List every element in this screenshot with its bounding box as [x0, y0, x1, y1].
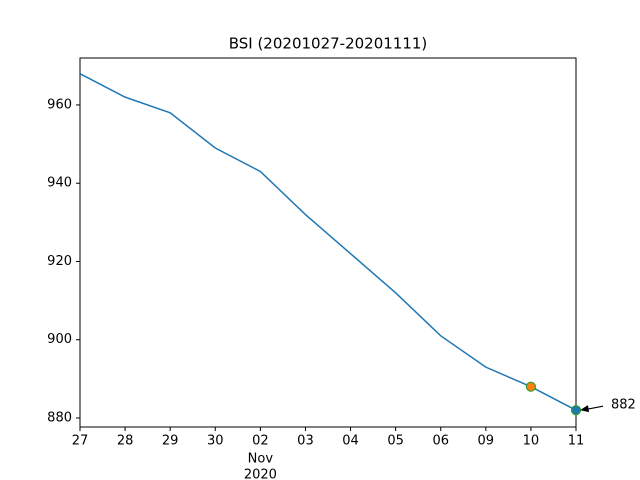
marker: [525, 381, 537, 392]
chart-title: BSI (20201027-20201111): [229, 35, 428, 53]
x-tick-label: 05: [387, 434, 404, 449]
x-tick-label: 27: [72, 434, 89, 449]
x-tick-label: 03: [297, 434, 314, 449]
x-tick-label: 10: [523, 434, 540, 449]
plot-frame: [79, 57, 577, 428]
x-tick-label: 02: [252, 434, 269, 449]
x-tick-sublabel: 2020: [244, 468, 277, 480]
x-tick-label: 06: [432, 434, 449, 449]
x-tick-label: 29: [162, 434, 179, 449]
y-tick-label: 880: [47, 411, 72, 426]
x-tick-label: 11: [568, 434, 585, 449]
x-tick-label: 04: [342, 434, 359, 449]
x-tick-label: 28: [117, 434, 134, 449]
y-tick-label: 960: [47, 97, 72, 112]
line: [79, 72, 577, 411]
y-tick-label: 940: [47, 176, 72, 191]
annotation-arrowhead: [580, 405, 589, 413]
x-tick-sublabel: Nov: [248, 452, 274, 467]
y-tick-label: 900: [47, 332, 72, 347]
annotation: 882: [611, 398, 636, 413]
y-tick-label: 920: [47, 254, 72, 269]
marker: [570, 405, 582, 416]
x-tick-label: 09: [478, 434, 495, 449]
x-tick-label: 30: [207, 434, 224, 449]
